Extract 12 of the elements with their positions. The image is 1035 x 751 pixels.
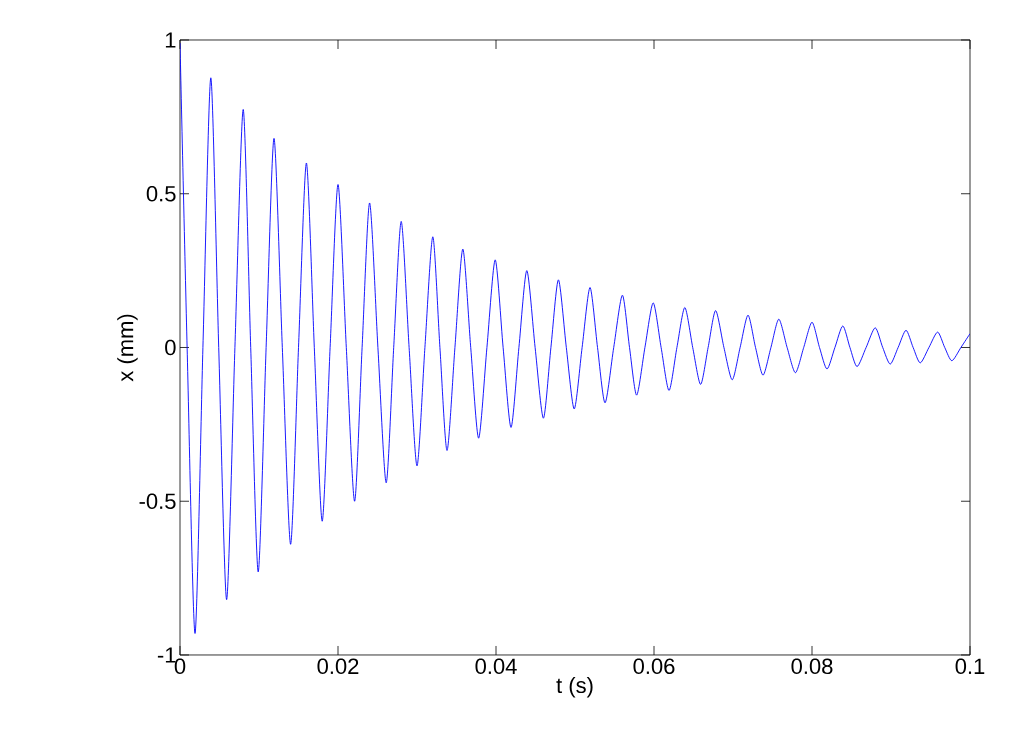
x-tick-label: 0.08 (791, 658, 833, 675)
x-tick-label: 0.02 (317, 658, 359, 675)
x-tick-label: 0.1 (955, 658, 985, 675)
y-tick-label: -1 (157, 647, 176, 663)
x-tick-label: 0.06 (633, 658, 675, 675)
y-tick-label: 0 (165, 339, 176, 356)
y-tick-label: 1 (165, 32, 176, 48)
y-tick-label: 0.5 (146, 185, 176, 202)
x-axis-title: t (s) (556, 676, 593, 698)
y-axis-title: x (mm) (117, 314, 138, 382)
y-tick-label: -0.5 (139, 493, 176, 510)
x-tick-label: 0.04 (475, 658, 517, 675)
